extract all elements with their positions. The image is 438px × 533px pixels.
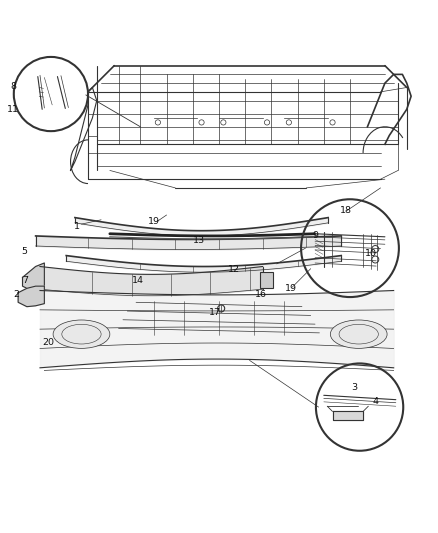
- Text: 3: 3: [351, 383, 357, 392]
- FancyBboxPatch shape: [260, 272, 273, 288]
- Polygon shape: [332, 411, 363, 420]
- Ellipse shape: [53, 320, 110, 349]
- Text: 12: 12: [228, 265, 240, 274]
- Text: 4: 4: [372, 397, 378, 406]
- Text: 19: 19: [285, 284, 297, 293]
- Ellipse shape: [330, 320, 387, 349]
- Text: 1: 1: [74, 222, 80, 231]
- Text: 16: 16: [254, 290, 266, 300]
- Text: 11: 11: [7, 105, 19, 114]
- Text: 17: 17: [208, 308, 221, 317]
- Text: 5: 5: [22, 247, 28, 256]
- Polygon shape: [22, 263, 44, 293]
- Text: 7: 7: [22, 276, 28, 285]
- Text: 10: 10: [365, 249, 377, 258]
- Text: 14: 14: [132, 276, 144, 285]
- Text: 9: 9: [312, 231, 318, 239]
- Text: 2: 2: [13, 290, 19, 300]
- Text: 8: 8: [11, 82, 17, 91]
- Text: 20: 20: [43, 338, 55, 348]
- Text: 13: 13: [193, 236, 205, 245]
- Text: 19: 19: [148, 217, 159, 226]
- Text: 18: 18: [339, 206, 352, 215]
- Polygon shape: [18, 286, 44, 306]
